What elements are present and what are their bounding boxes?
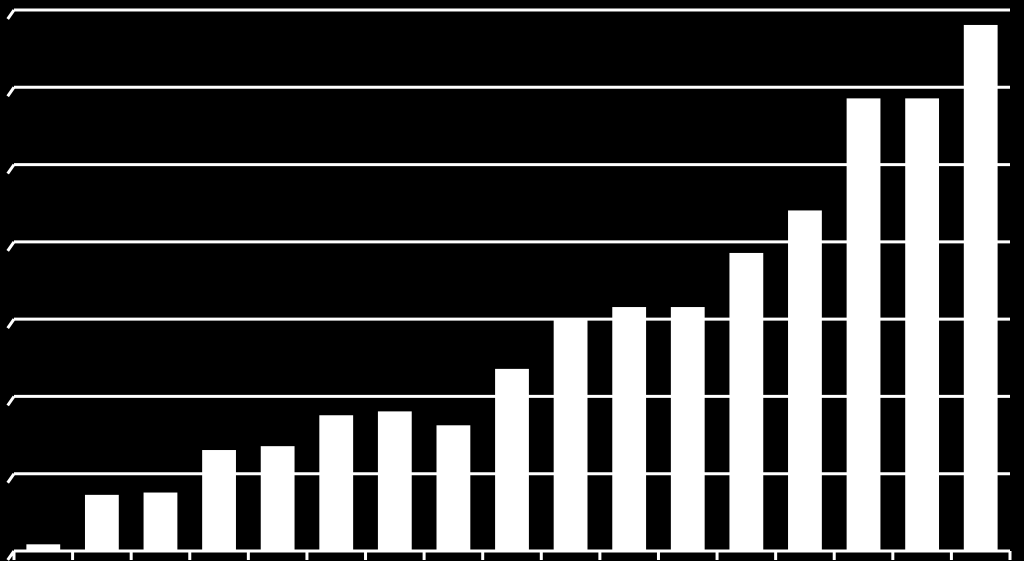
- bar: [261, 447, 294, 551]
- bar: [85, 495, 118, 551]
- bar-chart: [0, 0, 1024, 561]
- bar: [144, 493, 177, 551]
- bar: [671, 308, 704, 551]
- bar: [27, 545, 60, 551]
- bar: [437, 426, 470, 551]
- bar: [789, 211, 822, 551]
- bar: [203, 451, 236, 551]
- bar: [320, 416, 353, 551]
- bar: [554, 321, 587, 551]
- bar: [378, 412, 411, 551]
- bar: [730, 253, 763, 551]
- bar: [906, 99, 939, 551]
- bar: [964, 25, 997, 551]
- bar: [613, 308, 646, 551]
- bar: [496, 369, 529, 551]
- bar: [847, 99, 880, 551]
